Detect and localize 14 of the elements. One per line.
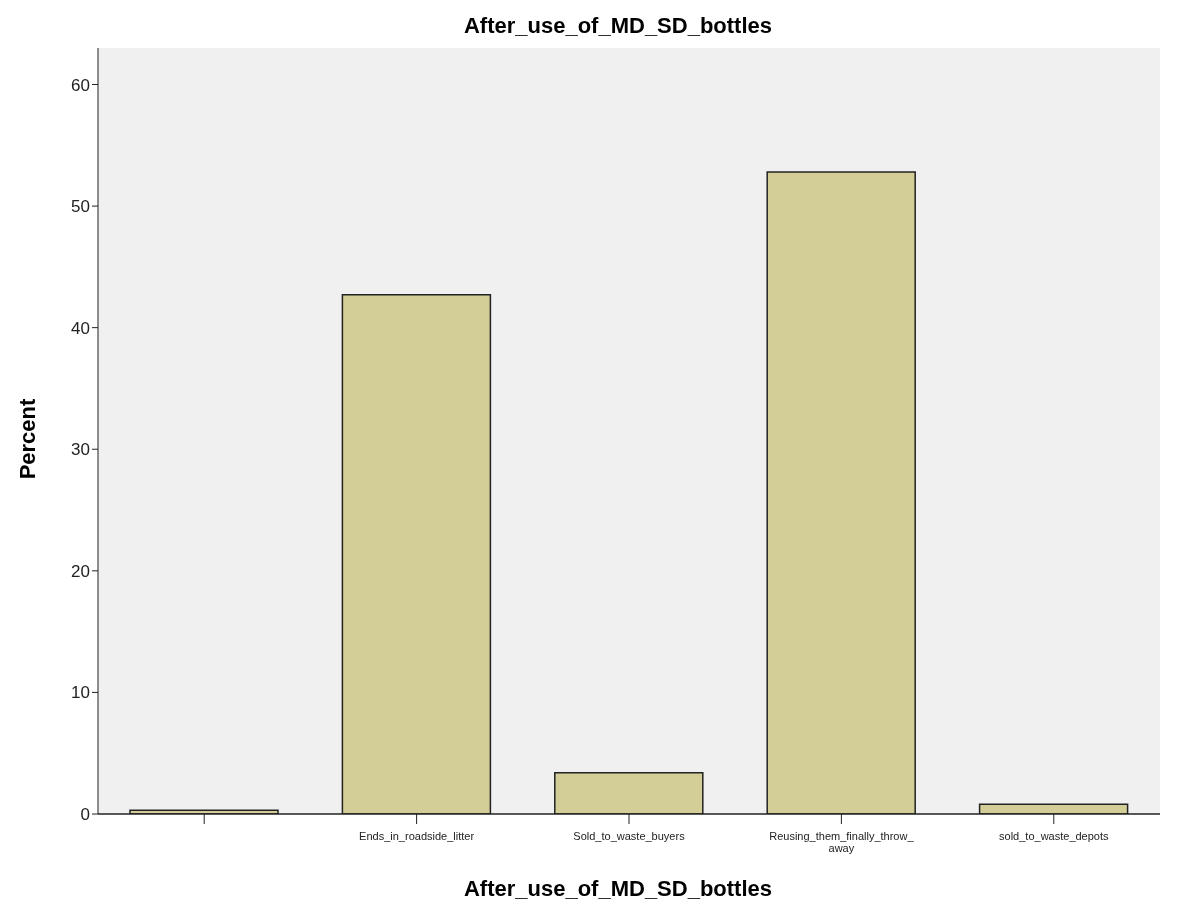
y-axis-title: Percent <box>15 398 41 480</box>
chart-title: After_use_of_MD_SD_bottles <box>462 12 774 40</box>
y-tick-label: 30 <box>71 440 90 460</box>
x-axis-title: After_use_of_MD_SD_bottles <box>462 876 774 902</box>
y-tick-label: 0 <box>80 805 90 825</box>
x-tick-label: Ends_in_roadside_litter <box>359 830 475 842</box>
y-tick-label: 20 <box>71 561 90 581</box>
y-tick-label: 40 <box>71 318 90 338</box>
y-tick-label: 60 <box>71 75 90 95</box>
y-tick-label: 50 <box>71 197 90 217</box>
x-tick-label: Sold_to_waste_buyers <box>573 830 686 842</box>
y-tick-label: 10 <box>71 683 90 703</box>
x-tick-label: sold_to_waste_depots <box>999 830 1110 842</box>
x-tick-label: Reusing_them_finally_throw_away <box>769 830 915 854</box>
